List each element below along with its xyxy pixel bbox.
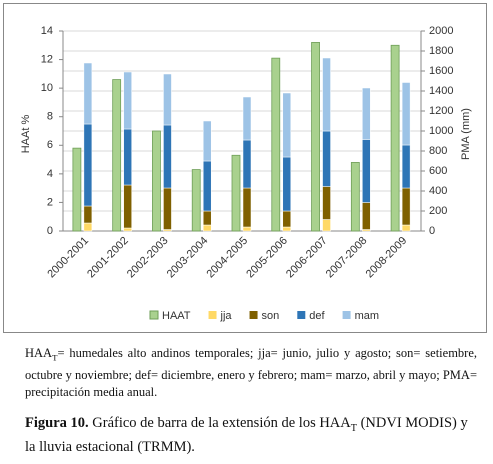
bar (231, 154, 241, 232)
x-tick-label: 2007-2008 (324, 235, 370, 281)
y2-axis-label: PMA (mm) (460, 108, 472, 160)
bar (72, 147, 82, 232)
bar-segment (401, 187, 411, 226)
x-tick-label: 2006-2007 (284, 235, 330, 281)
x-tick-label: 2008-2009 (364, 235, 410, 281)
bar-segment (282, 156, 292, 212)
legend-swatch (149, 310, 159, 320)
bar-segment (362, 87, 371, 140)
bar-segment (202, 120, 212, 162)
chart: HAAt % PMA (mm) 0 2 4 6 8 10 12 14 0 200 400 600 800… (20, 25, 472, 322)
y-tick-label: 4 (47, 168, 53, 180)
bar-segment (401, 224, 411, 232)
caption-subscript: T (350, 422, 357, 434)
x-tick-label: 2001-2002 (85, 235, 131, 281)
bar-segment (282, 92, 292, 158)
y2-tick-label: 1800 (429, 45, 453, 57)
x-tick-label: 2002-2003 (125, 235, 171, 281)
bar (390, 44, 400, 232)
notes: HAAT= humedales alto andinos temporales;… (25, 345, 477, 401)
bar-segment (282, 226, 292, 232)
bar-segment (163, 187, 172, 230)
caption: Figura 10. Gráfico de barra de la extens… (25, 414, 477, 457)
bar-segment (401, 144, 411, 189)
y2-tick-label: 1400 (429, 85, 453, 97)
y2-tick-label: 600 (429, 165, 447, 177)
bar-segment (322, 57, 331, 132)
y2-tick-label: 1600 (429, 65, 453, 77)
bar-segment (83, 222, 93, 232)
legend-label: son (262, 310, 280, 322)
bar (311, 42, 320, 232)
notes-text: = humedales alto andinos temporales; jja… (25, 346, 477, 399)
bar-segment (123, 227, 132, 232)
bar-segment (123, 184, 132, 229)
y2-tick-label: 0 (429, 225, 435, 237)
y-tick-label: 14 (41, 25, 53, 37)
legend-swatch (342, 311, 351, 319)
bar-segment (242, 226, 252, 232)
bar-segment (242, 187, 252, 228)
bar-segment (282, 210, 292, 228)
bar (350, 162, 360, 232)
bar (271, 57, 281, 232)
legend-swatch (249, 311, 258, 319)
bar-segment (322, 130, 331, 187)
y-axis-label: HAAt % (20, 115, 32, 154)
legend-swatch (297, 311, 306, 319)
y-tick-label: 8 (47, 111, 53, 123)
bar-segment (202, 210, 212, 226)
notes-subscript: T (52, 352, 58, 363)
y2-tick-label: 1000 (429, 125, 453, 137)
y-tick-label: 12 (41, 53, 53, 65)
bar-segment (83, 62, 93, 125)
bar-segment (83, 205, 93, 224)
bar-segment (322, 219, 331, 232)
bar-segment (322, 186, 331, 220)
legend-label: mam (355, 310, 379, 322)
y-tick-label: 6 (47, 139, 53, 151)
bar-segment (362, 202, 371, 230)
bar-segment (401, 82, 411, 146)
bar-segment (202, 224, 212, 232)
legend-swatch (208, 311, 217, 319)
bar-segment (163, 124, 172, 189)
caption-text: Gráfico de barra de la extensión de los … (88, 415, 351, 431)
bar-segment (123, 71, 132, 130)
y2-tick-label: 800 (429, 145, 447, 157)
caption-rest: (NDVI MODIS) y la lluvia estacional (TRM… (25, 415, 468, 455)
bar-segment (202, 160, 212, 212)
bar-segment (242, 139, 252, 189)
x-tick-label: 2004-2005 (204, 235, 250, 281)
bar (112, 79, 122, 232)
y2-tick-label: 200 (429, 205, 447, 217)
legend-label: jja (220, 310, 233, 322)
legend-label: def (309, 310, 325, 322)
bar (191, 169, 201, 232)
y-tick-label: 10 (41, 82, 53, 94)
y-tick-label: 2 (47, 196, 53, 208)
x-tick-label: 2000-2001 (45, 235, 91, 281)
bar-segment (362, 139, 371, 203)
bar-segment (123, 128, 132, 186)
bar-segment (242, 96, 252, 141)
chart-frame: HAAt % PMA (mm) 0 2 4 6 8 10 12 14 0 200 400 600 800… (3, 3, 487, 333)
bar (152, 130, 161, 232)
y2-tick-label: 1200 (429, 105, 453, 117)
y2-tick-label: 400 (429, 185, 447, 197)
y-tick-label: 0 (47, 225, 53, 237)
bar-segment (83, 123, 93, 207)
x-tick-label: 2003-2004 (165, 235, 211, 281)
x-tick-label: 2005-2006 (244, 235, 290, 281)
caption-label: Figura 10. (25, 415, 89, 431)
bar-segment (163, 73, 172, 126)
legend-label: HAAT (162, 310, 191, 322)
y2-tick-label: 2000 (429, 25, 453, 37)
notes-prefix: HAA (25, 346, 53, 360)
